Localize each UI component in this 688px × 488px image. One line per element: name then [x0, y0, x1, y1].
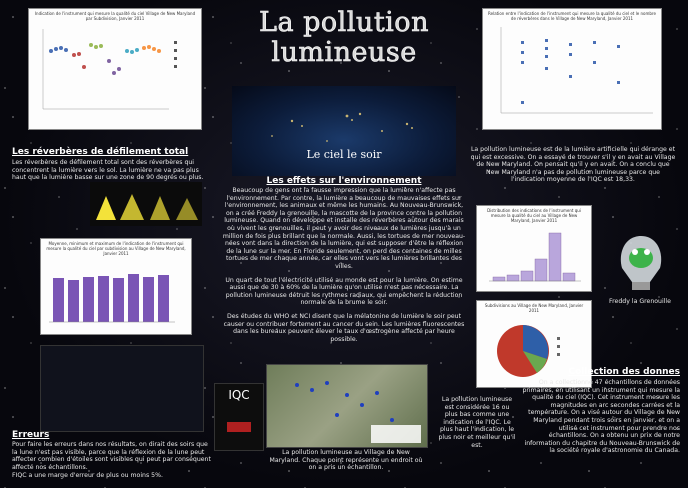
chart-panel: Moyenne, minimum et maximum de l'indicat… [40, 238, 192, 335]
chart-panel: Relation entre l'indication de l'instrum… [482, 8, 662, 130]
iqc-label: IQC [228, 388, 250, 402]
map [266, 364, 428, 448]
freddy-caption: Freddy la Grenouille [609, 298, 671, 305]
earth-caption: Le ciel le soir [306, 148, 382, 161]
paragraph: Beaucoup de gens ont la fausse impressio… [222, 187, 466, 270]
chart-title: Moyenne, minimum et maximum de l'indicat… [46, 241, 186, 256]
paragraph: Des études du WHO et NCI disent que la m… [223, 312, 465, 343]
chart-panel: Distribution des indications de l'instru… [476, 205, 592, 292]
earth-image: Le ciel le soir [232, 86, 456, 176]
streetlights-text: Les réverbères de défilement total sont … [12, 159, 204, 182]
errors-text: Pour faire les erreurs dans nos résultat… [12, 441, 212, 486]
chart-image [489, 232, 581, 282]
paragraph: Pour faire les erreurs dans nos résultat… [12, 441, 211, 471]
map-caption: La pollution lumineuse au Village de New… [269, 449, 423, 472]
section-heading: Erreurs [12, 430, 50, 440]
section-heading: Les réverbères de défilement total [12, 147, 189, 157]
iqc-device: IQC [214, 383, 264, 451]
iqc-note: La pollution lumineuse est considérée 16… [438, 396, 516, 449]
poster-title: La pollution lumineuse [259, 7, 429, 68]
effects-text: Beaucoup de gens ont la fausse impressio… [222, 187, 466, 349]
iqc-display [227, 422, 251, 432]
lamp-diagram [90, 182, 202, 226]
chart-panel: Indication de l'instrument qui mesure la… [28, 8, 202, 130]
chart-image [49, 274, 175, 323]
chart-title: Relation entre l'indication de l'instrum… [488, 11, 656, 21]
frog-image [620, 236, 662, 290]
chart-title: Indication de l'instrument qui mesure la… [34, 11, 196, 21]
chart-panel: Subdivisions au Village de New Maryland,… [476, 300, 592, 388]
map-points [295, 381, 421, 443]
chart-image [42, 29, 177, 110]
chart-title: Subdivisions au Village de New Maryland,… [484, 303, 584, 313]
collection-text: On a collectionné 47 échantillons de don… [522, 379, 680, 455]
city-lights [271, 112, 413, 142]
chart-image [497, 325, 560, 377]
chart-image [500, 27, 653, 114]
paragraph: FIQC a une marge d'erreur de plus ou moi… [12, 472, 163, 480]
chart-title: Distribution des indications de l'instru… [487, 208, 581, 223]
section-heading: Les effets sur l'environnement [266, 176, 422, 186]
sky-photos [40, 345, 204, 432]
paragraph: Un quart de tout l'électricité utilisé a… [225, 276, 463, 307]
section-heading: Collection des donnes [568, 367, 680, 377]
intro-text: La pollution lumineuse est de la lumière… [470, 146, 676, 184]
